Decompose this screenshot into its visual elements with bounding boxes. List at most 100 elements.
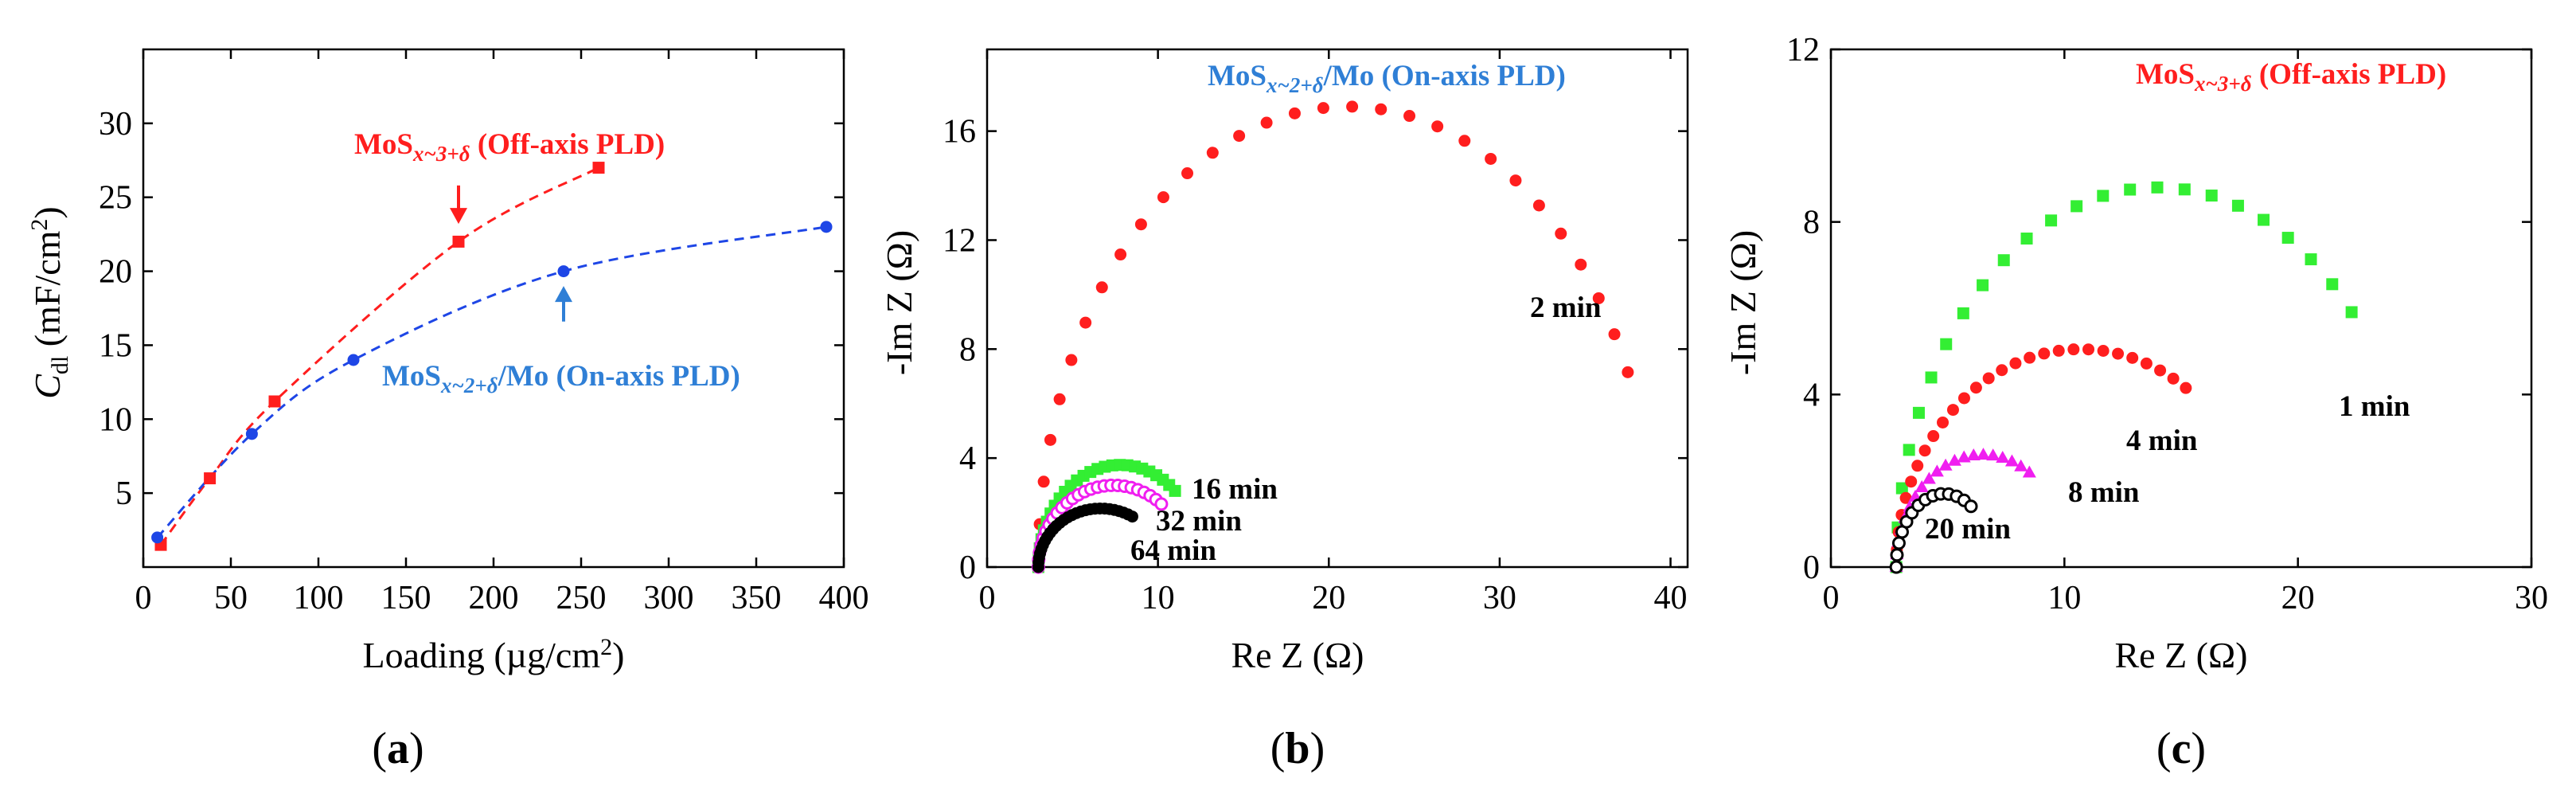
x-tick-label: 200 <box>469 580 519 616</box>
data-point-4min <box>1899 491 1912 504</box>
data-point-64min <box>1126 511 1138 523</box>
label-post: /Mo (On-axis PLD) <box>498 360 740 393</box>
y-axis-label: -Im Z (Ω) <box>879 230 919 375</box>
panel-label-a: (a) <box>372 724 423 773</box>
data-point-4min <box>1937 416 1950 428</box>
data-point-2min <box>1532 199 1545 212</box>
data-point-20min <box>1891 536 1906 550</box>
data-point-1min <box>1925 371 1938 384</box>
data-point-8min <box>2022 465 2036 478</box>
panel-label-b: (b) <box>1270 724 1325 773</box>
data-point-2min <box>1317 102 1329 115</box>
data-point-2min <box>1134 218 1147 231</box>
data-point-8min <box>1938 458 1953 471</box>
label-pre: MoS <box>354 128 413 161</box>
data-point-1min <box>2326 278 2339 291</box>
arrows <box>450 185 572 322</box>
x-axis-label: Loading (µg/cm2) <box>363 634 625 675</box>
data-point-on-axis <box>820 221 833 233</box>
data-point-4min <box>1982 372 1995 385</box>
data-point-4min <box>2082 343 2095 356</box>
arrow-head <box>555 286 572 303</box>
title-pre: MoS <box>1208 60 1267 92</box>
axis-ticks: 0 50 100 150 200 250 300 350 400 5 10 15 20 25 30 <box>99 49 869 616</box>
x-tick-label: 30 <box>2515 580 2548 616</box>
y-tick-label: 25 <box>99 180 132 217</box>
x-label-sup: 2 <box>600 634 612 660</box>
label-sub: x~3+δ <box>412 142 470 166</box>
data-point-4min <box>2024 351 2036 364</box>
data-point-off-axis <box>268 395 281 408</box>
x-tick-label: 10 <box>2047 580 2081 616</box>
data-point-off-axis <box>204 472 217 485</box>
x-tick-label: 300 <box>644 580 694 616</box>
series-markers <box>1889 181 2358 574</box>
y-tick-label: 16 <box>943 114 976 151</box>
data-point-2min <box>1403 110 1416 123</box>
data-point-16min <box>1169 484 1181 497</box>
x-tick-label: 20 <box>1312 580 1345 616</box>
data-point-1min <box>2205 190 2218 202</box>
data-point-2min <box>1288 107 1301 119</box>
data-point-2min <box>1608 328 1621 341</box>
data-point-4min <box>2180 381 2192 394</box>
panel-open: ( <box>372 724 387 773</box>
y-tick-label: 8 <box>959 331 976 368</box>
data-point-1min <box>2124 183 2137 196</box>
title-post: (Off-axis PLD) <box>2252 58 2447 91</box>
x-axis-label: Re Z (Ω) <box>1231 635 1364 675</box>
data-point-off-axis <box>452 235 465 248</box>
data-point-4min <box>2126 351 2139 364</box>
data-point-1min <box>2345 306 2358 319</box>
data-point-2min <box>1065 354 1078 366</box>
data-point-4min <box>2097 345 2110 358</box>
data-point-1min <box>1895 482 1908 495</box>
y-label-main: C <box>27 374 68 399</box>
x-tick-label: 250 <box>556 580 607 616</box>
data-point-20min <box>1889 560 1903 574</box>
data-point-2min <box>1575 258 1587 271</box>
series-markers <box>1031 100 1634 574</box>
data-point-8min <box>1947 453 1961 466</box>
data-point-8min <box>1922 471 1936 484</box>
y-axis-label: Cdl (mF/cm2) <box>26 206 73 399</box>
arrow-head <box>450 208 467 225</box>
panel-close: ) <box>409 724 424 773</box>
data-point-4min <box>2067 343 2080 356</box>
x-tick-label: 30 <box>1483 580 1516 616</box>
axis-ticks: 0 10 20 30 40 0 4 8 12 16 <box>943 49 1688 616</box>
plot-frame <box>1829 48 2533 569</box>
y-tick-label: 15 <box>99 327 132 364</box>
panel-close: ) <box>1310 724 1325 773</box>
panel-c: 0 10 20 30 0 4 8 12 -Im Z (Ω) Re Z (Ω) MoSx~3+δ… <box>1723 32 2548 773</box>
panel-close: ) <box>2191 724 2206 773</box>
plot-frame <box>986 48 1689 569</box>
data-point-1min <box>1912 406 1925 419</box>
y-label-sub: dl <box>47 356 73 374</box>
y-tick-label: 0 <box>1803 550 1820 586</box>
series-line <box>159 166 599 546</box>
axis-ticks: 0 10 20 30 0 4 8 12 <box>1786 32 2548 616</box>
series-label-1min: 1 min <box>2339 390 2410 423</box>
data-point-2min <box>1095 281 1108 294</box>
data-point-8min <box>2004 454 2019 467</box>
x-label-close: ) <box>612 635 624 675</box>
panel-label-c: (c) <box>2156 724 2206 773</box>
data-point-4min <box>2140 357 2153 370</box>
series-label-on-axis: MoSx~2+δ/Mo (On-axis PLD) <box>382 360 740 397</box>
x-label-main: Loading (µg/cm <box>363 635 601 675</box>
y-tick-label: 4 <box>959 440 976 477</box>
data-point-8min <box>1914 480 1929 493</box>
series-label-16min: 16 min <box>1192 473 1278 506</box>
data-point-on-axis <box>151 531 164 544</box>
data-point-8min <box>1930 464 1944 477</box>
data-point-4min <box>1969 381 1982 394</box>
data-point-2min <box>1079 316 1092 329</box>
series-lines <box>156 166 827 546</box>
data-point-4min <box>2167 372 2180 385</box>
series-label-4min: 4 min <box>2126 425 2198 457</box>
data-point-4min <box>1946 404 1959 417</box>
data-point-2min <box>1260 116 1273 129</box>
data-point-1min <box>2258 213 2270 226</box>
y-tick-label: 10 <box>99 401 132 438</box>
